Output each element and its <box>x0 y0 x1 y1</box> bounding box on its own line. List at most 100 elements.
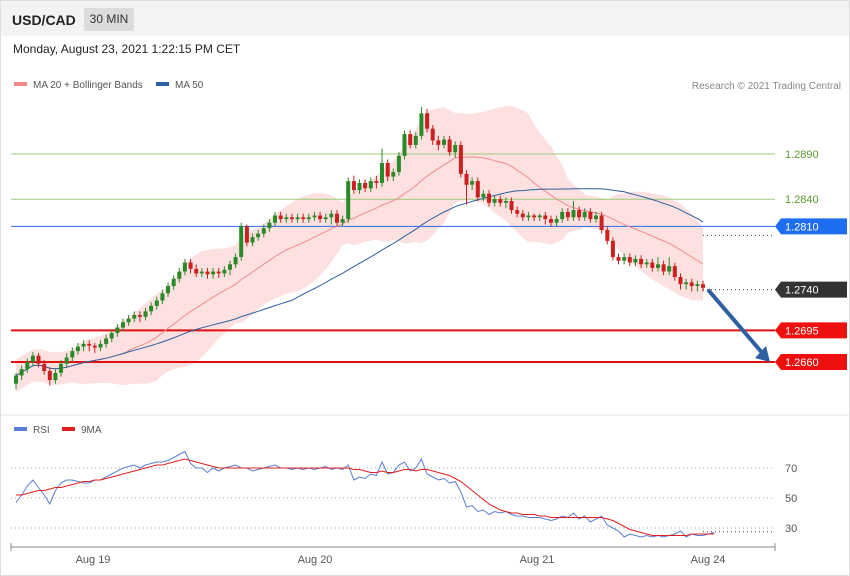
candle-body <box>233 257 238 265</box>
candle <box>520 210 525 221</box>
candle-body <box>64 357 69 364</box>
candle-body <box>408 134 413 145</box>
candle-body <box>137 315 142 317</box>
candle <box>98 340 103 352</box>
candle-body <box>594 215 598 220</box>
candle <box>278 211 283 223</box>
candle-body <box>160 293 165 301</box>
candle-body <box>143 311 148 317</box>
candle-body <box>256 233 261 238</box>
candle-body <box>622 257 627 261</box>
candle-body <box>132 315 137 319</box>
candle-body <box>678 277 683 285</box>
candle-body <box>537 215 542 218</box>
candle <box>470 177 475 191</box>
candle-body <box>498 199 503 203</box>
level-label-2: 1.2810 <box>785 221 819 233</box>
candle <box>188 258 193 274</box>
candle <box>273 211 277 227</box>
candle-body <box>53 372 58 381</box>
candle-body <box>289 217 294 220</box>
candle-body <box>346 181 351 220</box>
candle <box>661 260 666 276</box>
candle-body <box>487 193 491 203</box>
candle-body <box>115 327 120 333</box>
candle <box>385 159 390 182</box>
candle <box>14 372 18 390</box>
candle-body <box>59 363 63 373</box>
candle-body <box>177 271 182 279</box>
candle-body <box>301 217 306 220</box>
ma20-line <box>15 156 704 377</box>
candle-body <box>267 222 272 229</box>
candle-body <box>357 182 362 191</box>
candle <box>627 253 632 267</box>
timeframe-button[interactable]: 30 MIN <box>84 8 134 31</box>
candle <box>549 215 553 227</box>
candle <box>458 141 463 178</box>
candle <box>267 219 272 232</box>
candle <box>639 255 644 268</box>
candle <box>87 340 92 352</box>
candle-body <box>667 266 672 272</box>
candle <box>419 106 424 140</box>
current-price-tag-box <box>775 281 847 298</box>
candle <box>346 177 351 223</box>
candle <box>492 195 497 207</box>
candle <box>380 148 384 187</box>
candle <box>588 208 593 223</box>
candle-body <box>689 282 694 286</box>
candle <box>610 237 615 261</box>
pair-title: USD/CAD <box>12 12 76 28</box>
candle-body <box>126 318 131 323</box>
candle-body <box>425 113 430 129</box>
level-label-0: 1.2890 <box>785 149 819 161</box>
candle <box>25 358 30 373</box>
level-label-5: 1.2660 <box>785 357 819 369</box>
rsi-tick-30: 30 <box>785 523 797 535</box>
candle-body <box>391 172 396 177</box>
candle <box>571 201 576 221</box>
candle <box>413 132 418 149</box>
candle-body <box>250 237 255 243</box>
candle-body <box>81 343 86 347</box>
candle <box>577 206 582 221</box>
candle-body <box>532 215 537 218</box>
candle-body <box>481 193 486 198</box>
candle <box>481 190 486 202</box>
candle-body <box>385 163 390 177</box>
candle-body <box>25 362 30 370</box>
candle <box>425 108 430 133</box>
x-tick-label: Aug 19 <box>76 554 111 566</box>
candle-body <box>47 371 52 380</box>
candle-body <box>430 128 435 141</box>
candle <box>166 282 170 297</box>
candle-body <box>182 262 187 272</box>
candle-body <box>656 264 660 268</box>
candle <box>19 365 24 381</box>
candle-body <box>526 215 531 218</box>
candle-body <box>503 201 508 203</box>
candle-body <box>70 351 75 358</box>
candle-body <box>188 262 193 269</box>
candle <box>351 175 356 194</box>
candle <box>363 179 368 192</box>
legend-9ma-swatch <box>62 427 75 432</box>
candle <box>284 213 289 223</box>
candle-body <box>340 219 345 223</box>
candle <box>667 257 672 276</box>
candle <box>64 352 69 368</box>
candle-body <box>616 257 621 261</box>
candle-body <box>239 226 244 257</box>
candle-body <box>442 139 446 145</box>
candle-body <box>166 286 170 294</box>
candle-body <box>577 210 582 218</box>
candle-body <box>154 300 159 306</box>
candle <box>256 229 261 241</box>
candle <box>498 195 503 207</box>
legend-rsi: RSI <box>14 425 50 436</box>
top-bar: USD/CAD 30 MIN <box>1 1 849 36</box>
candle-body <box>661 264 666 272</box>
legend-ma20-label: MA 20 + Bollinger Bands <box>33 80 143 91</box>
candle <box>543 211 548 225</box>
